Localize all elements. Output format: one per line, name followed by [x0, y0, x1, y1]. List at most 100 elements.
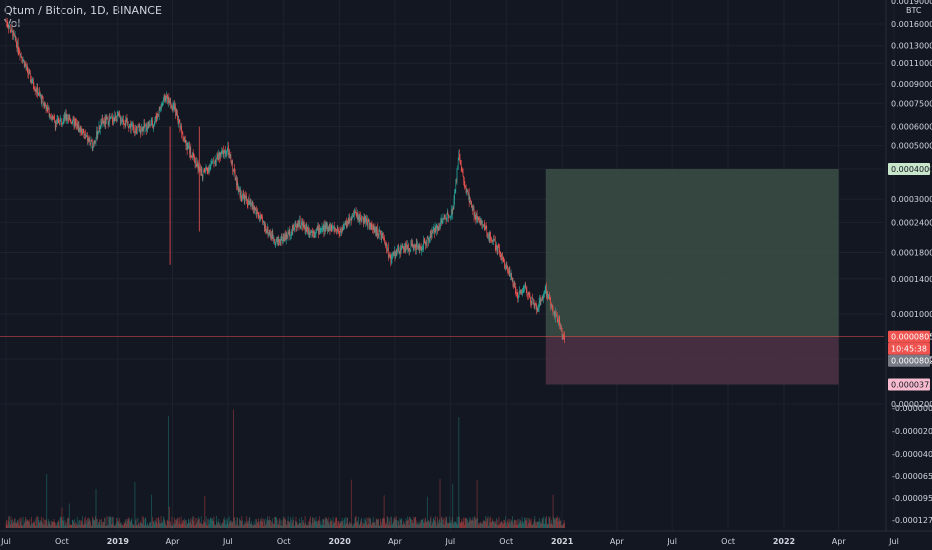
- candle-body: [37, 94, 39, 96]
- candle-body: [205, 167, 207, 171]
- candle-body: [219, 153, 220, 158]
- volume-bar: [22, 516, 24, 528]
- candle-body: [535, 304, 537, 305]
- candle-body: [39, 91, 40, 94]
- candle-body: [310, 232, 311, 234]
- volume-bar: [70, 524, 71, 528]
- volume-bar: [333, 521, 335, 528]
- volume-bar: [118, 523, 120, 528]
- candle-body: [135, 128, 136, 133]
- volume-bar: [97, 524, 99, 528]
- volume-bar: [78, 524, 80, 528]
- candle-body: [361, 216, 362, 223]
- candle-body: [79, 127, 80, 132]
- volume-bar: [28, 522, 30, 528]
- volume-bar: [419, 520, 421, 528]
- candle-body: [200, 168, 202, 171]
- candle-body: [22, 60, 24, 62]
- volume-bar: [212, 517, 214, 528]
- volume-bar: [276, 517, 277, 528]
- price-tick-label: 0.0001000: [891, 310, 932, 319]
- candle-body: [46, 105, 48, 111]
- candle-body: [261, 216, 263, 218]
- candle-body: [73, 118, 74, 120]
- volume-bar: [287, 520, 288, 528]
- price-tick-label: 0.0006000: [891, 123, 932, 132]
- volume-bar: [50, 524, 52, 528]
- candle-body: [512, 277, 514, 285]
- volume-bar: [477, 518, 479, 528]
- volume-bar: [541, 523, 542, 528]
- volume-bar: [562, 524, 564, 528]
- candle-body: [110, 116, 112, 118]
- volume-bar: [533, 522, 534, 528]
- volume-bar: [98, 521, 100, 528]
- candle-body: [35, 90, 37, 92]
- candle-body: [257, 212, 258, 214]
- volume-bar: [403, 521, 404, 528]
- candle-body: [480, 220, 481, 223]
- volume-bar: [140, 523, 142, 528]
- candle-body: [347, 222, 348, 223]
- volume-bar: [369, 517, 370, 528]
- volume-bar: [113, 525, 115, 528]
- volume-bars: [5, 409, 565, 528]
- candle-body: [387, 247, 389, 249]
- candle-body: [462, 172, 464, 177]
- volume-bar: [412, 523, 414, 528]
- volume-bar: [473, 517, 475, 528]
- volume-bar: [510, 523, 511, 528]
- volume-bar: [67, 518, 68, 528]
- volume-bar: [377, 519, 378, 528]
- volume-bar: [250, 524, 251, 528]
- candle-body: [280, 239, 282, 243]
- candle-body: [533, 302, 534, 304]
- candle-body: [434, 226, 436, 233]
- candle-body: [431, 233, 432, 237]
- candle-body: [105, 117, 107, 124]
- volume-bar: [528, 523, 530, 528]
- candle-body: [291, 230, 292, 235]
- volume-bar: [116, 517, 118, 528]
- volume-bar: [336, 517, 338, 528]
- volume-bar: [39, 522, 40, 528]
- volume-bar: [347, 517, 348, 528]
- candle-body: [222, 150, 224, 153]
- candle-body: [246, 196, 247, 201]
- candle-body: [112, 120, 114, 123]
- price-tick-label: 0.0011000: [891, 59, 932, 68]
- volume-bar: [355, 516, 356, 528]
- volume-bar: [270, 525, 272, 528]
- candle-body: [496, 244, 498, 252]
- candle-body: [249, 202, 251, 204]
- volume-bar: [109, 517, 110, 528]
- volume-bar: [538, 521, 540, 528]
- volume-bar: [457, 524, 458, 528]
- volume-bar: [279, 518, 280, 528]
- volume-bar: [279, 525, 281, 528]
- volume-bar: [175, 519, 176, 528]
- volume-bar: [96, 518, 98, 528]
- volume-bar: [291, 519, 293, 528]
- candle-body: [274, 242, 276, 244]
- candle-body: [23, 60, 25, 67]
- volume-bar: [538, 521, 539, 528]
- volume-bar: [170, 521, 172, 528]
- candle-body: [65, 113, 67, 119]
- volume-bar: [207, 525, 209, 528]
- volume-bar: [349, 521, 350, 528]
- candle-body: [20, 53, 22, 57]
- volume-bar: [272, 522, 274, 528]
- candle-body: [140, 130, 142, 133]
- volume-bar: [258, 521, 260, 528]
- volume-bar: [273, 524, 274, 528]
- candle-body: [125, 118, 127, 125]
- candle-body: [524, 286, 525, 288]
- candle-body: [180, 127, 182, 128]
- candle-body: [198, 164, 199, 170]
- candle-body: [231, 161, 232, 165]
- volume-bar: [358, 525, 360, 528]
- candle-body: [339, 230, 341, 234]
- volume-bar: [532, 524, 534, 528]
